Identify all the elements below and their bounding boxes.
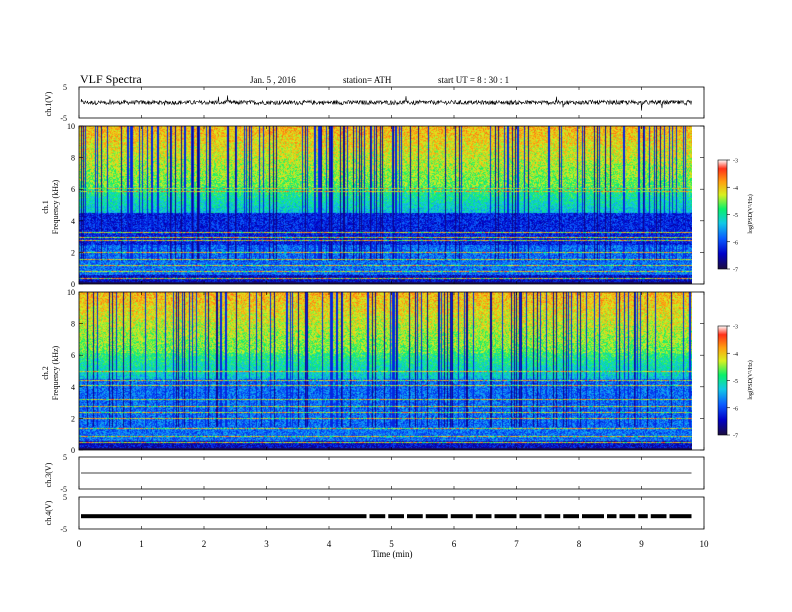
- colorbar-tick-label: -6: [733, 240, 738, 246]
- ch4-waveform-gap: [579, 513, 582, 520]
- date-label: Jan. 5 , 2016: [250, 75, 296, 85]
- x-tick-label: 6: [452, 539, 457, 549]
- colorbar-tick-label: -5: [733, 379, 738, 385]
- y-tick-label: 0: [71, 446, 75, 455]
- x-tick-label: 0: [77, 539, 82, 549]
- x-tick-label: 8: [577, 539, 582, 549]
- ch1-waveform-line: [80, 95, 692, 111]
- ch1-spectrogram-panel: 0 2 4 6 8 10: [67, 122, 705, 289]
- ch2-spec-ylabel-frequency: Frequency (kHz): [51, 345, 60, 400]
- ch4-waveform-gap: [404, 513, 407, 520]
- station-label: station= ATH: [343, 75, 392, 85]
- y-tick-label: 8: [71, 320, 75, 329]
- ch1-colorbar-label: log(PSD(V²/Hz): [747, 194, 754, 233]
- ch2-spectrogram-panel: 0 2 4 6 8 10: [67, 288, 705, 455]
- colorbar-tick-label: -3: [733, 325, 738, 331]
- colorbar-ticks: -7 -6 -5 -4 -3 -7 -6 -5 -4 -3: [727, 159, 738, 440]
- x-tick-label: 10: [700, 539, 710, 549]
- x-tick-label: 3: [264, 539, 269, 549]
- ch4-waveform-panel: -5 5: [60, 493, 705, 534]
- y-tick-label: 10: [67, 288, 75, 297]
- y-tick-label: 8: [71, 154, 75, 163]
- y-tick-label: 6: [71, 185, 75, 194]
- ch4-waveform-gap: [516, 513, 520, 520]
- ch4-waveform-gap: [541, 513, 545, 520]
- colorbar-tick-label: -4: [733, 186, 738, 192]
- x-tick-label: 7: [514, 539, 519, 549]
- ch4-waveform-gap: [422, 513, 426, 520]
- y-tick-label: 2: [71, 414, 75, 423]
- spectrogram-image: [79, 126, 692, 284]
- x-tick-label: 9: [639, 539, 644, 549]
- x-tick-label: 4: [327, 539, 332, 549]
- ch2-colorbar: [717, 325, 728, 436]
- y-tick-label: -5: [60, 485, 67, 494]
- x-tick-label: 1: [139, 539, 144, 549]
- y-tick-label: -5: [60, 525, 67, 534]
- ch4-waveform-gap: [635, 513, 639, 520]
- waveform-frame: [78, 496, 705, 530]
- ch2-spec-ylabel-channel: ch.2: [41, 366, 50, 380]
- ch4-waveform-gap: [491, 513, 495, 520]
- colorbar-tick-label: -3: [733, 159, 738, 165]
- ch4-wave-ylabel: ch.4(V): [44, 500, 53, 525]
- ch4-waveform-gap: [366, 513, 370, 520]
- y-tick-label: 5: [63, 83, 67, 92]
- colorbar-tick-label: -7: [733, 434, 738, 440]
- axes-layer: 0 1 2 3 4 5 6 7 8 9 10: [77, 87, 709, 549]
- ch1-wave-ylabel: ch.1(V): [44, 91, 53, 116]
- ch1-waveform-panel: -5 5: [60, 83, 705, 123]
- ch4-waveform-gap: [647, 513, 651, 520]
- ch4-waveform-gap: [385, 513, 389, 520]
- ch4-waveform-gap: [616, 513, 620, 520]
- ch1-spec-ylabel-channel: ch.1: [41, 200, 50, 214]
- y-tick-label: 5: [63, 453, 67, 462]
- y-tick-label: 10: [67, 122, 75, 131]
- ch3-wave-ylabel: ch.3(V): [44, 462, 53, 487]
- ch4-waveform-gap: [447, 513, 451, 520]
- ch1-colorbar: [717, 159, 728, 270]
- y-tick-label: 2: [71, 248, 75, 257]
- ch1-spec-ylabel-frequency: Frequency (kHz): [51, 179, 60, 234]
- ch2-colorbar-label: log(PSD(V²/Hz): [747, 360, 754, 399]
- colorbar-tick-label: -6: [733, 406, 738, 412]
- colorbar-tick-label: -5: [733, 213, 738, 219]
- ch4-waveform-gap: [666, 513, 670, 520]
- y-tick-label: -5: [60, 114, 67, 123]
- ch4-waveform-gap: [472, 513, 476, 520]
- figure-title: VLF Spectra: [80, 72, 142, 86]
- colorbar-tick-label: -7: [733, 268, 738, 274]
- x-tick-label: 2: [202, 539, 207, 549]
- spectrogram-image: [79, 292, 692, 450]
- ch4-waveform-gap: [604, 513, 607, 520]
- x-tick-label: 5: [389, 539, 394, 549]
- y-tick-label: 4: [71, 217, 75, 226]
- ch3-waveform-panel: -5 5: [60, 453, 705, 494]
- ch4-waveform-gap: [560, 513, 564, 520]
- y-tick-label: 0: [71, 280, 75, 289]
- y-tick-label: 4: [71, 383, 75, 392]
- start-ut-label: start UT = 8 : 30 : 1: [438, 75, 509, 85]
- y-tick-label: 6: [71, 351, 75, 360]
- colorbar-tick-label: -4: [733, 352, 738, 358]
- y-tick-label: 5: [63, 493, 67, 502]
- x-axis-label: Time (min): [372, 549, 413, 559]
